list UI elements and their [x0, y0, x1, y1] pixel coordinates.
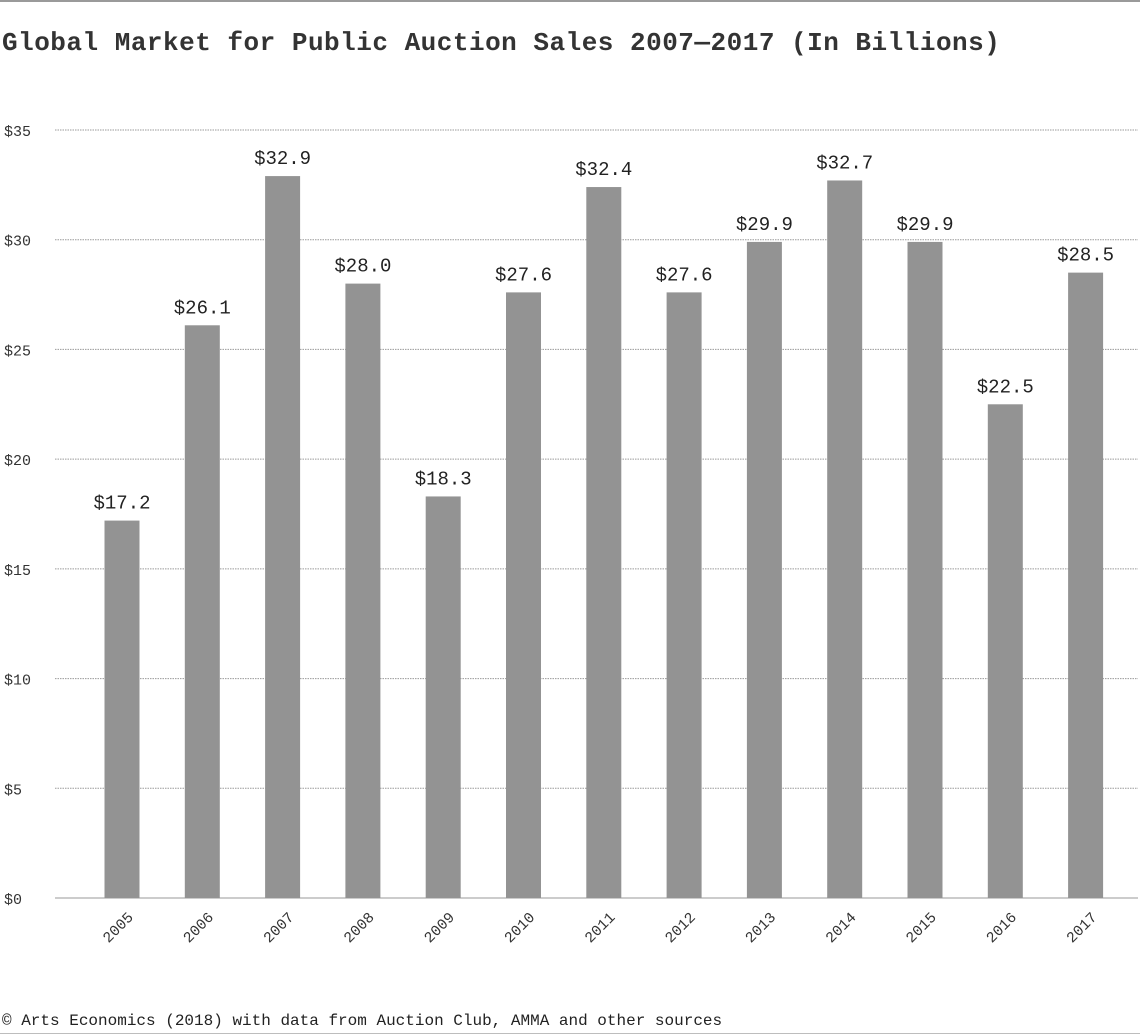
y-tick-label: $25 — [4, 343, 31, 360]
bar — [184, 325, 220, 898]
data-label: $29.9 — [736, 214, 793, 236]
data-label: $17.2 — [93, 493, 150, 515]
x-tick-label: 2014 — [823, 910, 860, 947]
data-label: $32.7 — [816, 152, 873, 174]
bar — [586, 187, 622, 899]
bar — [345, 283, 381, 899]
x-tick-label: 2012 — [662, 910, 699, 947]
x-tick-label: 2008 — [341, 910, 378, 947]
bar — [907, 241, 943, 898]
bar — [827, 180, 863, 898]
x-axis-tick-labels: 2005 2006 2007 2008 2009 2010 2011 2012 2013 2014… — [100, 910, 1101, 947]
bar-chart: $0 $5 $10 $15 $20 $25 $30 $35 $17.2 $26.1 $32.9 $2… — [4, 124, 1138, 947]
x-tick-label: 2010 — [502, 910, 539, 947]
source-note: © Arts Economics (2018) with data from A… — [2, 1012, 723, 1030]
data-label: $29.9 — [896, 214, 953, 236]
y-tick-label: $20 — [4, 453, 31, 470]
data-label: $22.5 — [977, 376, 1034, 398]
x-tick-label: 2013 — [742, 910, 779, 947]
data-label: $32.9 — [254, 148, 311, 170]
y-tick-label: $35 — [4, 124, 31, 141]
bar — [987, 404, 1023, 898]
bar — [1068, 272, 1104, 899]
x-tick-label: 2017 — [1064, 910, 1101, 947]
y-tick-label: $0 — [4, 892, 22, 909]
chart-title: Global Market for Public Auction Sales 2… — [2, 28, 1001, 58]
y-tick-label: $5 — [4, 782, 22, 799]
data-label: $18.3 — [415, 468, 472, 490]
x-tick-label: 2006 — [180, 910, 217, 947]
y-tick-label: $30 — [4, 234, 31, 251]
data-label: $32.4 — [575, 159, 632, 181]
x-tick-label: 2016 — [983, 910, 1020, 947]
data-label: $28.0 — [334, 256, 391, 278]
data-label: $28.5 — [1057, 245, 1114, 267]
data-label: $27.6 — [495, 264, 552, 286]
data-labels: $17.2 $26.1 $32.9 $28.0 $18.3 $27.6 $32.4 $27.6… — [93, 148, 1114, 515]
bar — [104, 520, 140, 898]
top-rule — [0, 0, 1140, 2]
data-label: $26.1 — [174, 297, 231, 319]
data-label: $27.6 — [656, 264, 713, 286]
x-tick-label: 2011 — [582, 910, 619, 947]
bottom-rule — [0, 1033, 1140, 1034]
bars — [104, 176, 1104, 899]
y-tick-label: $10 — [4, 673, 31, 690]
bar — [666, 292, 702, 898]
bar — [425, 496, 461, 898]
y-tick-label: $15 — [4, 563, 31, 580]
x-tick-label: 2009 — [421, 910, 458, 947]
x-tick-label: 2015 — [903, 910, 940, 947]
bar — [506, 292, 541, 898]
y-axis-tick-labels: $0 $5 $10 $15 $20 $25 $30 $35 — [4, 124, 31, 909]
x-tick-label: 2007 — [261, 910, 298, 947]
bar — [265, 176, 301, 898]
x-tick-label: 2005 — [100, 910, 137, 947]
bar — [746, 241, 782, 898]
